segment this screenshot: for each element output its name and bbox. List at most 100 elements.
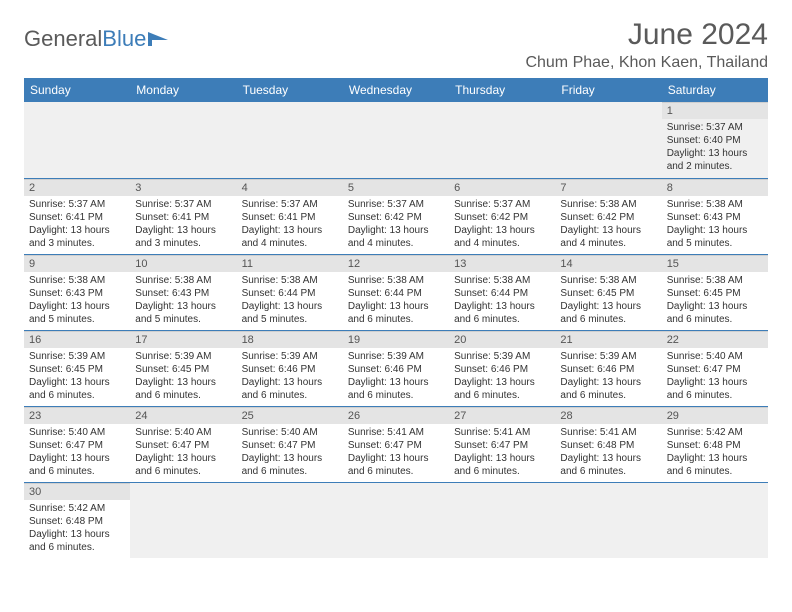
daylight-text: Daylight: 13 hours and 4 minutes. [242, 224, 338, 250]
day-details: Sunrise: 5:38 AMSunset: 6:44 PMDaylight:… [449, 272, 555, 330]
calendar-cell: 26Sunrise: 5:41 AMSunset: 6:47 PMDayligh… [343, 406, 449, 482]
day-number: 5 [343, 179, 449, 196]
day-number: 15 [662, 255, 768, 272]
day-details: Sunrise: 5:41 AMSunset: 6:47 PMDaylight:… [449, 424, 555, 482]
day-details: Sunrise: 5:37 AMSunset: 6:42 PMDaylight:… [449, 196, 555, 254]
calendar-cell [237, 102, 343, 178]
sunset-text: Sunset: 6:40 PM [667, 134, 763, 147]
day-details: Sunrise: 5:38 AMSunset: 6:43 PMDaylight:… [130, 272, 236, 330]
sunrise-text: Sunrise: 5:40 AM [29, 426, 125, 439]
sunrise-text: Sunrise: 5:38 AM [667, 198, 763, 211]
weekday-header: Tuesday [237, 78, 343, 102]
day-details: Sunrise: 5:42 AMSunset: 6:48 PMDaylight:… [662, 424, 768, 482]
day-details: Sunrise: 5:39 AMSunset: 6:45 PMDaylight:… [24, 348, 130, 406]
day-details: Sunrise: 5:40 AMSunset: 6:47 PMDaylight:… [24, 424, 130, 482]
daylight-text: Daylight: 13 hours and 6 minutes. [454, 300, 550, 326]
day-number: 22 [662, 331, 768, 348]
sunrise-text: Sunrise: 5:37 AM [454, 198, 550, 211]
sunrise-text: Sunrise: 5:37 AM [29, 198, 125, 211]
daylight-text: Daylight: 13 hours and 6 minutes. [29, 376, 125, 402]
daylight-text: Daylight: 13 hours and 5 minutes. [242, 300, 338, 326]
daylight-text: Daylight: 13 hours and 6 minutes. [454, 452, 550, 478]
weekday-header: Saturday [662, 78, 768, 102]
sunset-text: Sunset: 6:45 PM [29, 363, 125, 376]
calendar-page: GeneralBlue June 2024 Chum Phae, Khon Ka… [0, 0, 792, 576]
calendar-cell [449, 482, 555, 558]
logo-text-blue: Blue [102, 26, 146, 52]
sunset-text: Sunset: 6:41 PM [135, 211, 231, 224]
sunrise-text: Sunrise: 5:40 AM [135, 426, 231, 439]
calendar-cell: 24Sunrise: 5:40 AMSunset: 6:47 PMDayligh… [130, 406, 236, 482]
calendar-week-row: 16Sunrise: 5:39 AMSunset: 6:45 PMDayligh… [24, 330, 768, 406]
header: GeneralBlue June 2024 Chum Phae, Khon Ka… [24, 18, 768, 72]
day-details: Sunrise: 5:37 AMSunset: 6:41 PMDaylight:… [237, 196, 343, 254]
sunrise-text: Sunrise: 5:39 AM [454, 350, 550, 363]
day-number: 17 [130, 331, 236, 348]
calendar-cell: 21Sunrise: 5:39 AMSunset: 6:46 PMDayligh… [555, 330, 661, 406]
day-number: 7 [555, 179, 661, 196]
calendar-cell: 12Sunrise: 5:38 AMSunset: 6:44 PMDayligh… [343, 254, 449, 330]
daylight-text: Daylight: 13 hours and 6 minutes. [348, 452, 444, 478]
sunset-text: Sunset: 6:47 PM [29, 439, 125, 452]
sunrise-text: Sunrise: 5:38 AM [454, 274, 550, 287]
sunrise-text: Sunrise: 5:39 AM [348, 350, 444, 363]
daylight-text: Daylight: 13 hours and 6 minutes. [560, 452, 656, 478]
daylight-text: Daylight: 13 hours and 6 minutes. [242, 452, 338, 478]
calendar-cell [662, 482, 768, 558]
day-details: Sunrise: 5:38 AMSunset: 6:44 PMDaylight:… [237, 272, 343, 330]
day-details: Sunrise: 5:41 AMSunset: 6:48 PMDaylight:… [555, 424, 661, 482]
calendar-cell: 11Sunrise: 5:38 AMSunset: 6:44 PMDayligh… [237, 254, 343, 330]
daylight-text: Daylight: 13 hours and 4 minutes. [348, 224, 444, 250]
sunset-text: Sunset: 6:44 PM [454, 287, 550, 300]
day-details: Sunrise: 5:38 AMSunset: 6:45 PMDaylight:… [662, 272, 768, 330]
sunset-text: Sunset: 6:42 PM [348, 211, 444, 224]
sunset-text: Sunset: 6:45 PM [667, 287, 763, 300]
daylight-text: Daylight: 13 hours and 6 minutes. [135, 452, 231, 478]
sunrise-text: Sunrise: 5:37 AM [242, 198, 338, 211]
day-details: Sunrise: 5:38 AMSunset: 6:45 PMDaylight:… [555, 272, 661, 330]
weekday-header: Friday [555, 78, 661, 102]
daylight-text: Daylight: 13 hours and 5 minutes. [29, 300, 125, 326]
calendar-cell [449, 102, 555, 178]
calendar-cell: 14Sunrise: 5:38 AMSunset: 6:45 PMDayligh… [555, 254, 661, 330]
day-details: Sunrise: 5:40 AMSunset: 6:47 PMDaylight:… [237, 424, 343, 482]
sunset-text: Sunset: 6:47 PM [242, 439, 338, 452]
calendar-week-row: 23Sunrise: 5:40 AMSunset: 6:47 PMDayligh… [24, 406, 768, 482]
calendar-cell [237, 482, 343, 558]
calendar-cell: 23Sunrise: 5:40 AMSunset: 6:47 PMDayligh… [24, 406, 130, 482]
day-details: Sunrise: 5:37 AMSunset: 6:42 PMDaylight:… [343, 196, 449, 254]
daylight-text: Daylight: 13 hours and 6 minutes. [242, 376, 338, 402]
calendar-cell: 2Sunrise: 5:37 AMSunset: 6:41 PMDaylight… [24, 178, 130, 254]
daylight-text: Daylight: 13 hours and 6 minutes. [667, 376, 763, 402]
daylight-text: Daylight: 13 hours and 5 minutes. [667, 224, 763, 250]
calendar-cell [343, 482, 449, 558]
calendar-cell: 20Sunrise: 5:39 AMSunset: 6:46 PMDayligh… [449, 330, 555, 406]
daylight-text: Daylight: 13 hours and 6 minutes. [29, 528, 125, 554]
sunset-text: Sunset: 6:43 PM [667, 211, 763, 224]
day-number: 10 [130, 255, 236, 272]
day-number: 23 [24, 407, 130, 424]
day-number: 26 [343, 407, 449, 424]
calendar-cell [24, 102, 130, 178]
sunrise-text: Sunrise: 5:38 AM [560, 274, 656, 287]
sunrise-text: Sunrise: 5:38 AM [667, 274, 763, 287]
day-number: 11 [237, 255, 343, 272]
calendar-cell: 30Sunrise: 5:42 AMSunset: 6:48 PMDayligh… [24, 482, 130, 558]
day-details: Sunrise: 5:39 AMSunset: 6:46 PMDaylight:… [449, 348, 555, 406]
sunset-text: Sunset: 6:48 PM [560, 439, 656, 452]
sunrise-text: Sunrise: 5:41 AM [454, 426, 550, 439]
calendar-cell: 9Sunrise: 5:38 AMSunset: 6:43 PMDaylight… [24, 254, 130, 330]
daylight-text: Daylight: 13 hours and 4 minutes. [560, 224, 656, 250]
day-number: 3 [130, 179, 236, 196]
day-details: Sunrise: 5:38 AMSunset: 6:44 PMDaylight:… [343, 272, 449, 330]
flag-icon [148, 26, 170, 52]
day-number: 19 [343, 331, 449, 348]
sunset-text: Sunset: 6:44 PM [348, 287, 444, 300]
calendar-cell [555, 102, 661, 178]
day-number: 1 [662, 102, 768, 119]
sunset-text: Sunset: 6:47 PM [667, 363, 763, 376]
sunrise-text: Sunrise: 5:37 AM [135, 198, 231, 211]
day-details: Sunrise: 5:39 AMSunset: 6:45 PMDaylight:… [130, 348, 236, 406]
calendar-cell: 5Sunrise: 5:37 AMSunset: 6:42 PMDaylight… [343, 178, 449, 254]
sunset-text: Sunset: 6:44 PM [242, 287, 338, 300]
